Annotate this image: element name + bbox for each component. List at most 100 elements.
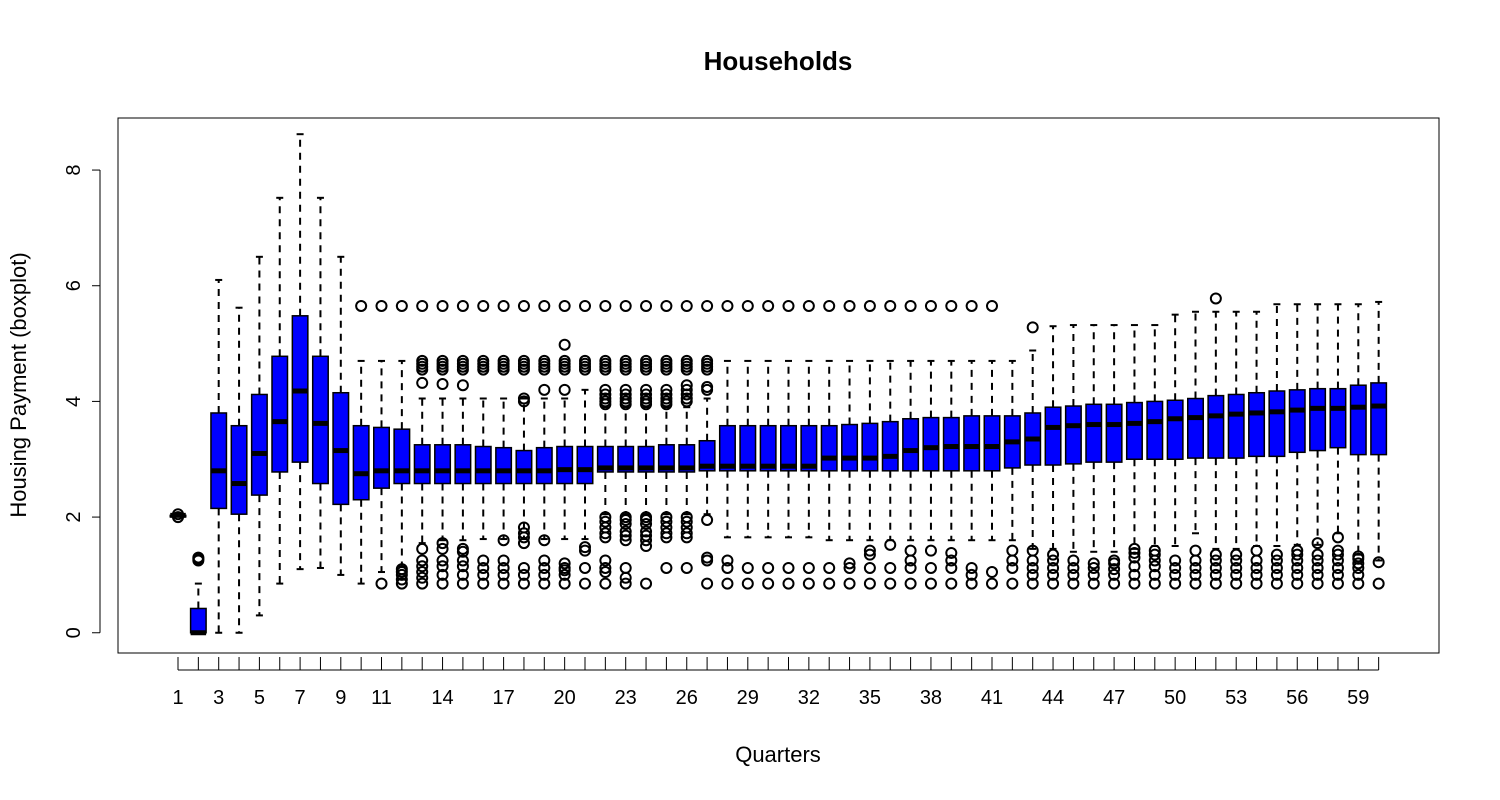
outlier-point bbox=[1148, 568, 1161, 581]
outlier-point bbox=[884, 561, 897, 574]
outlier-point bbox=[497, 534, 510, 547]
box-iqr bbox=[963, 415, 981, 472]
box-iqr bbox=[1207, 394, 1225, 459]
outlier-point bbox=[1250, 561, 1263, 574]
outlier-point bbox=[579, 544, 591, 557]
box-q32 bbox=[800, 299, 818, 590]
box-q4 bbox=[230, 306, 248, 634]
x-tick-label: 5 bbox=[254, 687, 265, 709]
box-iqr bbox=[718, 424, 736, 472]
outlier-point bbox=[416, 566, 429, 579]
y-tick-label: 0 bbox=[63, 627, 85, 638]
outlier-point bbox=[1067, 561, 1080, 574]
outlier-point bbox=[599, 527, 612, 540]
outlier-point bbox=[1331, 577, 1344, 590]
outlier-point bbox=[1291, 568, 1304, 581]
outlier-point bbox=[192, 551, 205, 564]
box-q26 bbox=[678, 299, 696, 574]
outlier-point bbox=[1128, 546, 1141, 559]
outlier-point bbox=[1026, 577, 1039, 590]
box-iqr bbox=[474, 445, 492, 485]
outlier-point bbox=[477, 568, 490, 581]
outlier-point bbox=[1250, 568, 1263, 581]
outlier-point bbox=[538, 299, 551, 312]
outlier-point bbox=[477, 561, 490, 574]
outlier-point bbox=[558, 354, 571, 367]
outlier-point bbox=[1311, 537, 1324, 550]
chart-title: Households bbox=[704, 46, 853, 76]
outlier-point bbox=[1128, 568, 1141, 581]
box-q36 bbox=[881, 299, 899, 590]
outlier-point bbox=[1270, 577, 1283, 590]
outlier-point bbox=[640, 383, 653, 396]
outlier-point bbox=[599, 554, 612, 567]
box-iqr bbox=[861, 422, 879, 472]
outlier-point bbox=[884, 538, 897, 551]
box-iqr bbox=[1125, 401, 1143, 460]
outlier-point bbox=[680, 392, 693, 405]
outlier-point bbox=[1047, 561, 1060, 574]
outlier-point bbox=[1087, 557, 1100, 570]
outlier-point bbox=[843, 577, 856, 590]
box-q45 bbox=[1064, 324, 1082, 590]
outlier-point bbox=[1230, 554, 1243, 567]
y-axis-label: Housing Payment (boxplot) bbox=[6, 252, 31, 517]
outlier-point bbox=[1067, 554, 1080, 567]
x-tick-label: 20 bbox=[554, 687, 576, 709]
outlier-point bbox=[538, 354, 551, 367]
outlier-point bbox=[945, 561, 958, 574]
box-iqr bbox=[678, 444, 696, 473]
outlier-point bbox=[477, 354, 490, 367]
box-iqr bbox=[1146, 400, 1164, 460]
box-q56 bbox=[1288, 303, 1306, 590]
box-q34 bbox=[841, 299, 859, 590]
box-q53 bbox=[1227, 310, 1245, 590]
box-iqr bbox=[1370, 382, 1388, 456]
x-tick-label: 17 bbox=[492, 687, 514, 709]
box-iqr bbox=[1064, 405, 1082, 465]
box-q28 bbox=[718, 299, 736, 590]
outlier-point bbox=[1291, 561, 1304, 574]
box-iqr bbox=[434, 444, 452, 485]
outlier-point bbox=[701, 551, 714, 564]
outlier-point bbox=[416, 554, 429, 567]
box-q14 bbox=[434, 299, 452, 590]
outlier-point bbox=[456, 554, 469, 567]
outlier-point bbox=[680, 383, 693, 396]
outlier-point bbox=[456, 542, 469, 555]
outlier-point bbox=[619, 529, 632, 542]
outlier-point bbox=[558, 557, 571, 570]
box-iqr bbox=[1105, 403, 1123, 463]
box-iqr bbox=[515, 449, 533, 485]
outlier-point bbox=[619, 534, 632, 547]
outlier-point bbox=[1026, 544, 1039, 557]
box-iqr bbox=[210, 412, 228, 510]
outlier-point bbox=[619, 511, 632, 524]
box-q23 bbox=[617, 299, 635, 590]
outlier-point bbox=[538, 577, 551, 590]
box-q47 bbox=[1105, 324, 1123, 590]
box-q35 bbox=[861, 299, 879, 590]
box-q30 bbox=[759, 299, 777, 590]
outlier-point bbox=[579, 561, 591, 574]
x-tick-label: 32 bbox=[798, 687, 820, 709]
outlier-point bbox=[1291, 577, 1304, 590]
outlier-point bbox=[741, 577, 754, 590]
outlier-point bbox=[1128, 577, 1141, 590]
outlier-point bbox=[701, 354, 714, 367]
outlier-point bbox=[1169, 568, 1182, 581]
box-q39 bbox=[942, 299, 960, 590]
outlier-point bbox=[1128, 542, 1141, 555]
box-q55 bbox=[1268, 303, 1286, 590]
outlier-point bbox=[721, 561, 734, 574]
outlier-point bbox=[701, 299, 714, 312]
outlier-point bbox=[619, 383, 632, 396]
outlier-point bbox=[1209, 292, 1222, 305]
outlier-point bbox=[497, 577, 510, 590]
box-q41 bbox=[983, 299, 1001, 590]
outlier-point bbox=[660, 388, 673, 401]
outlier-point bbox=[1270, 568, 1283, 581]
outlier-point bbox=[619, 354, 632, 367]
box-iqr bbox=[1248, 391, 1266, 458]
outlier-point bbox=[538, 534, 551, 547]
